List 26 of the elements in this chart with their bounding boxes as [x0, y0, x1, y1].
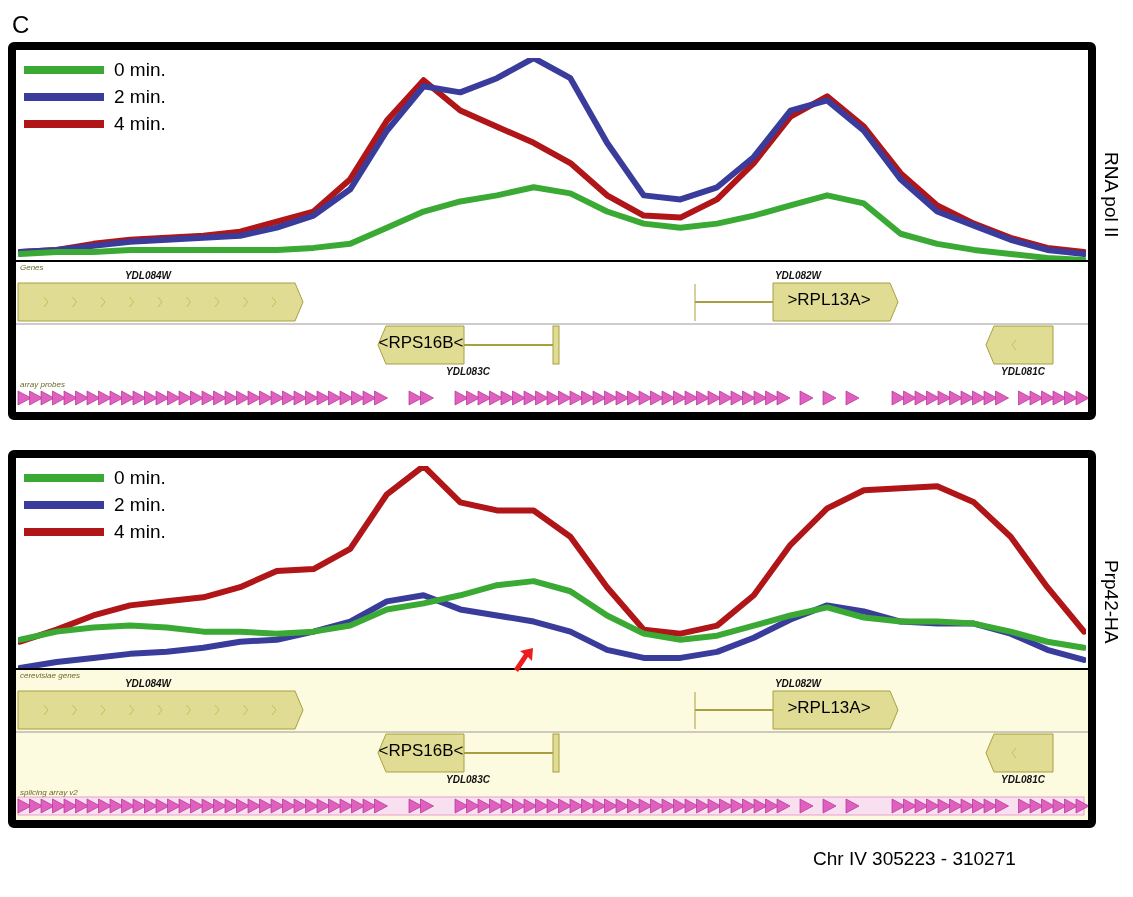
text: YDL081C — [1001, 366, 1045, 377]
text: YDL083C — [446, 774, 490, 785]
text: YDL082W — [774, 678, 822, 689]
text: YDL084W — [124, 270, 172, 281]
text: cerevisiae genes — [20, 671, 81, 680]
legend-label: 4 min. — [114, 112, 166, 135]
y-axis-title: RNA pol II — [1100, 152, 1122, 238]
legend-label: 0 min. — [114, 466, 166, 489]
text: YDL081C — [1001, 774, 1045, 785]
text: YDL082W — [774, 270, 822, 281]
text: splicing array v2 — [20, 788, 78, 797]
text: Genes — [20, 263, 44, 272]
text: >RPL13A> — [787, 290, 871, 310]
legend-label: 4 min. — [114, 520, 166, 543]
chart-title: C — [11, 10, 31, 40]
text: array probes — [20, 380, 65, 389]
text: <RPS16B< — [378, 741, 464, 761]
legend-label: 2 min. — [114, 493, 166, 516]
text: >RPL13A> — [787, 698, 871, 718]
text: Chr IV 305223 - 310271 — [813, 848, 1017, 870]
text: YDL083C — [446, 366, 490, 377]
legend-label: 0 min. — [114, 58, 166, 81]
legend-label: 2 min. — [114, 85, 166, 108]
text: <RPS16B< — [378, 333, 464, 353]
text: YDL084W — [124, 678, 172, 689]
y-axis-title: Prp42-HA — [1100, 560, 1122, 644]
